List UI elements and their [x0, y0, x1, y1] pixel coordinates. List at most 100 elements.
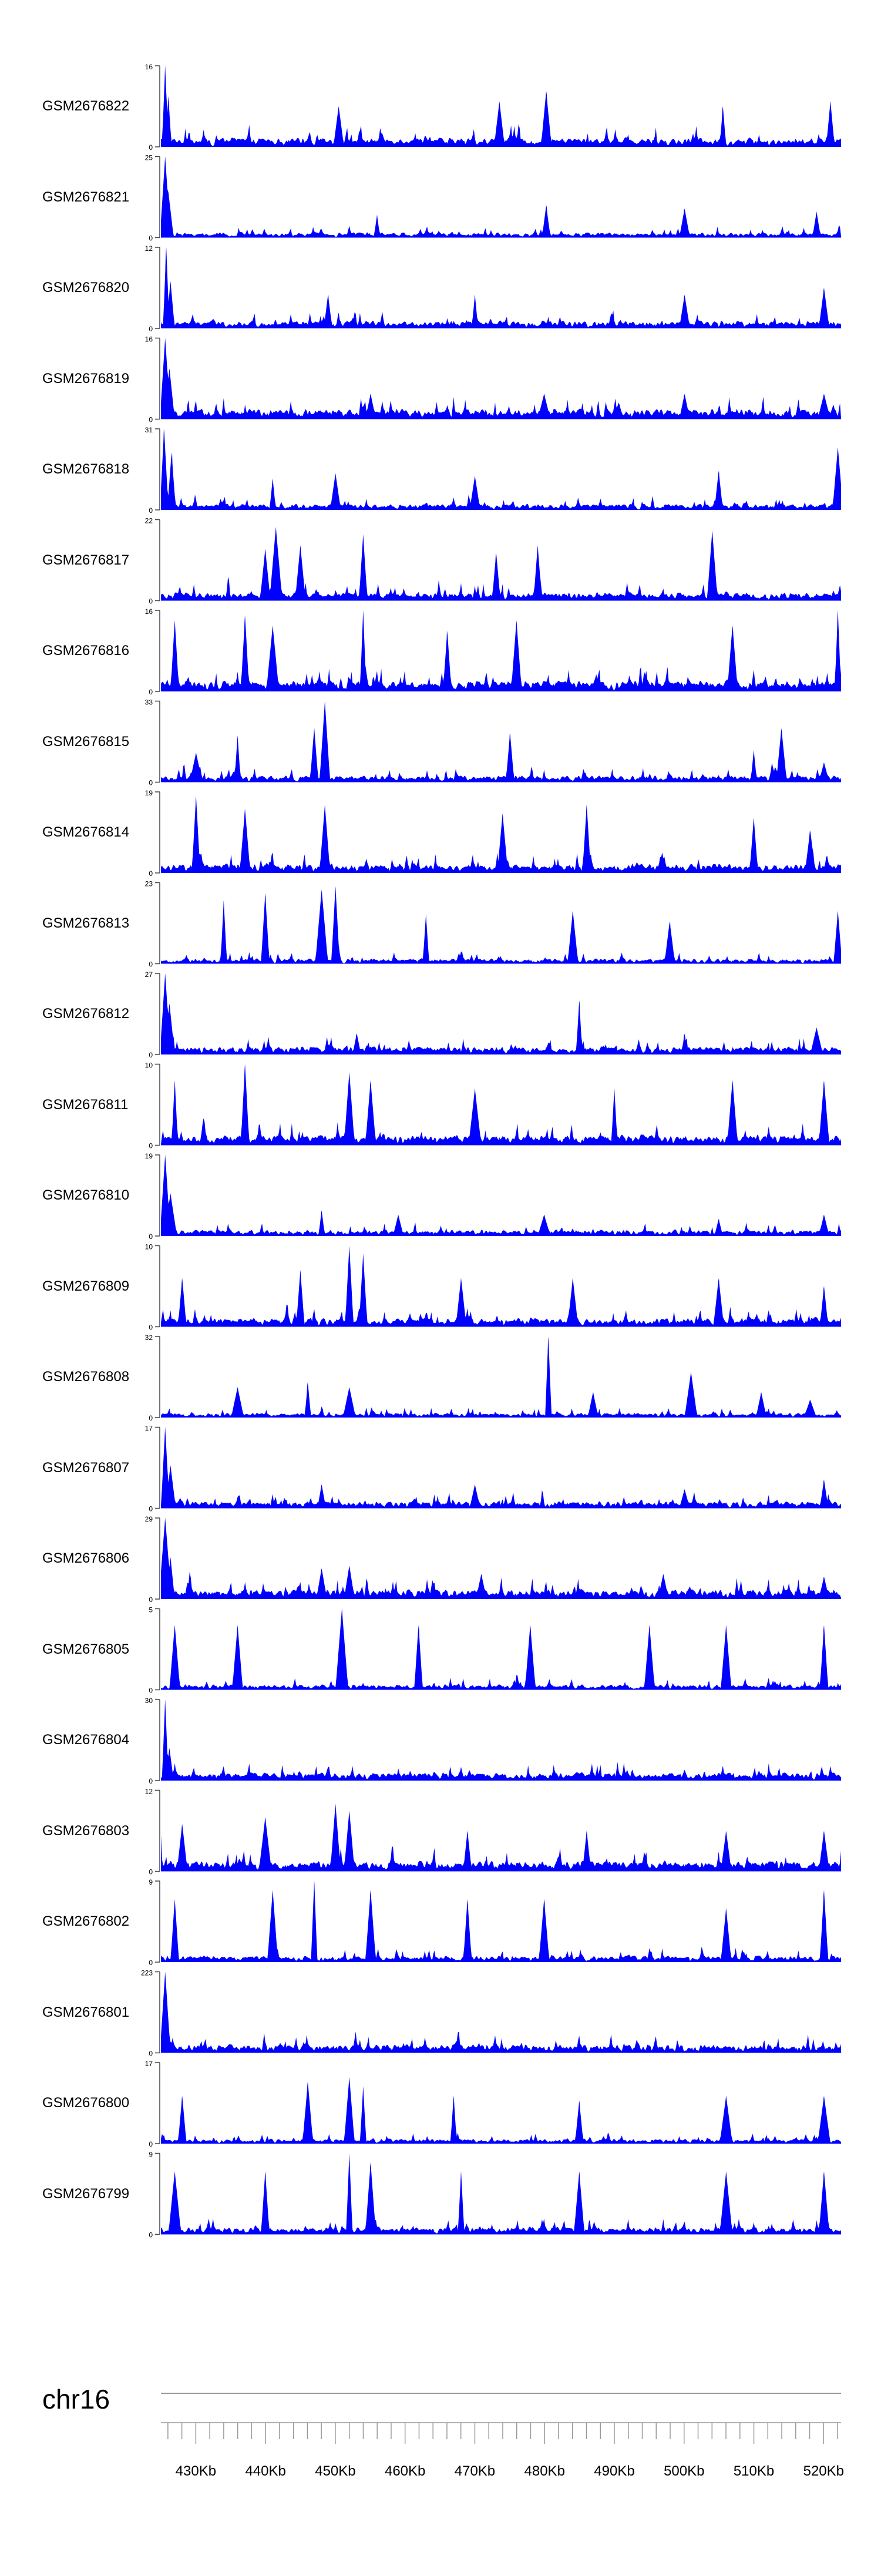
coverage-peak: [529, 1625, 533, 1690]
coverage-area: [161, 2077, 841, 2144]
coverage-peak: [717, 471, 721, 510]
coverage-peak: [808, 1399, 812, 1418]
coverage-peak: [162, 429, 166, 510]
coverage-area: [161, 66, 841, 147]
coverage-peak: [661, 1574, 665, 1599]
coverage-area: [161, 429, 841, 510]
x-tick-label: 460Kb: [385, 2463, 425, 2479]
coverage-peak: [570, 1278, 574, 1327]
coverage-peak: [264, 893, 268, 964]
coverage-peak: [494, 552, 498, 601]
coverage-peak: [822, 1625, 826, 1690]
track-GSM2676811: 10 0: [145, 1062, 841, 1150]
coverage-peak: [333, 886, 337, 964]
coverage-peak: [194, 796, 198, 873]
coverage-area: [161, 886, 841, 964]
coverage-peak: [163, 1518, 167, 1599]
coverage-peak: [194, 753, 198, 782]
coverage-peak: [168, 281, 172, 328]
track-GSM2676806: 29 0: [145, 1515, 841, 1604]
y-min-label: 0: [149, 1868, 153, 1876]
y-min-label: 0: [149, 1051, 153, 1059]
coverage-peak: [312, 1881, 317, 1962]
coverage-peak: [173, 620, 177, 691]
track-GSM2676813: 23 0: [145, 880, 841, 969]
x-tick-label: 520Kb: [803, 2463, 844, 2479]
coverage-peak: [347, 2153, 351, 2235]
coverage-peak: [759, 1392, 763, 1418]
coverage-peak: [780, 728, 784, 782]
coverage-peak: [163, 156, 167, 238]
coverage-peak: [724, 1831, 728, 1872]
coverage-peak: [167, 192, 171, 238]
coverage-peak: [333, 473, 337, 510]
coverage-peak: [424, 914, 428, 964]
coverage-peak: [724, 1908, 728, 1962]
y-min-label: 0: [149, 143, 153, 152]
coverage-peak: [163, 338, 167, 419]
coverage-area: [161, 610, 841, 691]
coverage-peak: [731, 625, 735, 691]
track-GSM2676804: 30 0: [145, 1697, 841, 1785]
coverage-peak: [515, 620, 519, 691]
track-label: GSM2676800: [42, 2095, 130, 2111]
track-label: GSM2676807: [42, 1459, 130, 1476]
coverage-peak: [163, 1700, 167, 1781]
coverage-peak: [459, 2171, 463, 2235]
coverage-peak: [354, 1033, 358, 1054]
coverage-peak: [168, 1557, 172, 1599]
y-min-label: 0: [149, 416, 153, 424]
coverage-peak: [243, 809, 247, 873]
coverage-peak: [320, 1210, 324, 1236]
coverage-area: [161, 2153, 841, 2235]
coverage-peak: [333, 2051, 337, 2053]
track-GSM2676818: 31 0: [145, 426, 841, 515]
track-label: GSM2676822: [42, 98, 130, 114]
track-label: GSM2676811: [42, 1096, 129, 1113]
coverage-peak: [752, 750, 756, 782]
track-GSM2676807: 17 0: [145, 1425, 841, 1513]
y-min-label: 0: [149, 2050, 153, 2058]
x-tick-label: 510Kb: [734, 2463, 774, 2479]
coverage-peak: [340, 1608, 344, 1690]
coverage-peak: [829, 101, 833, 147]
y-min-label: 0: [149, 506, 153, 515]
track-GSM2676802: 90: [149, 1878, 841, 1967]
coverage-peak: [417, 1625, 421, 1690]
coverage-peak: [829, 1767, 833, 1781]
coverage-peak: [164, 247, 168, 328]
y-max-label: 9: [149, 2151, 153, 2159]
coverage-peak: [168, 1193, 172, 1236]
y-min-label: 0: [149, 325, 153, 333]
genome-axis: 430Kb 440Kb 450Kb 460Kb 470Kb 480Kb 490Kb 500Kb…: [161, 2393, 844, 2479]
coverage-peak: [577, 2171, 581, 2235]
track-label: GSM2676808: [42, 1369, 130, 1385]
y-min-label: 0: [149, 234, 153, 243]
y-max-label: 5: [149, 1606, 153, 1614]
coverage-peak: [173, 1625, 177, 1690]
coverage-peak: [822, 394, 826, 419]
y-max-label: 32: [145, 1334, 153, 1342]
coverage-peak: [808, 830, 812, 873]
coverage-peak: [361, 1254, 365, 1327]
y-max-label: 25: [145, 154, 153, 162]
coverage-peak: [236, 735, 240, 782]
track-label: GSM2676813: [42, 915, 130, 931]
coverage-peak: [682, 1033, 686, 1054]
coverage-peak: [347, 1387, 351, 1418]
track-GSM2676819: 16 0: [145, 335, 841, 424]
y-min-label: 0: [149, 1505, 153, 1513]
coverage-peak: [167, 1748, 172, 1781]
coverage-peak: [221, 900, 226, 964]
coverage-peak: [682, 1489, 686, 1509]
coverage-peak: [320, 1568, 324, 1599]
x-tick-label: 440Kb: [245, 2463, 285, 2479]
coverage-area: [161, 1155, 841, 1236]
coverage-peak: [327, 294, 331, 328]
y-max-label: 17: [145, 1425, 153, 1433]
coverage-peak: [577, 1000, 581, 1054]
coverage-peak: [347, 1565, 351, 1599]
track-label: GSM2676815: [42, 733, 130, 750]
coverage-peak: [323, 701, 327, 782]
